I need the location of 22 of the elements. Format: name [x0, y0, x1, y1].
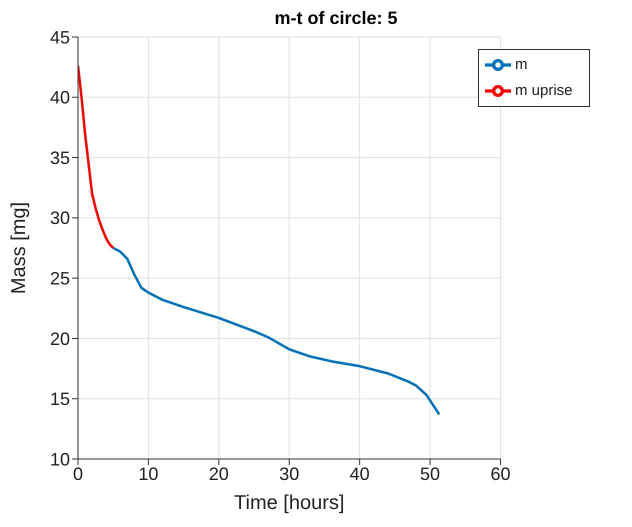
x-tick-label: 0 — [72, 464, 84, 484]
y-tick-label: 40 — [50, 88, 70, 108]
x-axis-title: Time [hours] — [234, 492, 344, 514]
y-tick-label: 20 — [50, 328, 70, 349]
y-tick-label: 30 — [50, 208, 70, 228]
x-tick-label: 20 — [208, 464, 229, 484]
y-tick-label: 45 — [50, 27, 70, 48]
legend-label: m uprise — [515, 82, 573, 99]
y-axis-title: Mass [mg] — [8, 202, 30, 294]
y-tick-label: 25 — [50, 268, 70, 289]
x-tick-label: 40 — [350, 464, 370, 484]
line-series — [78, 64, 114, 250]
y-tick-label: 10 — [50, 449, 70, 470]
x-tick-label: 50 — [420, 464, 440, 484]
y-tick-label: 15 — [50, 389, 70, 410]
x-tick-label: 30 — [279, 464, 300, 484]
x-tick-label: 10 — [138, 464, 158, 484]
chart-title: m-t of circle: 5 — [273, 8, 399, 29]
x-tick-label: 60 — [490, 464, 510, 484]
line-series — [112, 246, 440, 416]
y-tick-label: 35 — [50, 148, 70, 168]
legend-label: m — [515, 56, 528, 73]
